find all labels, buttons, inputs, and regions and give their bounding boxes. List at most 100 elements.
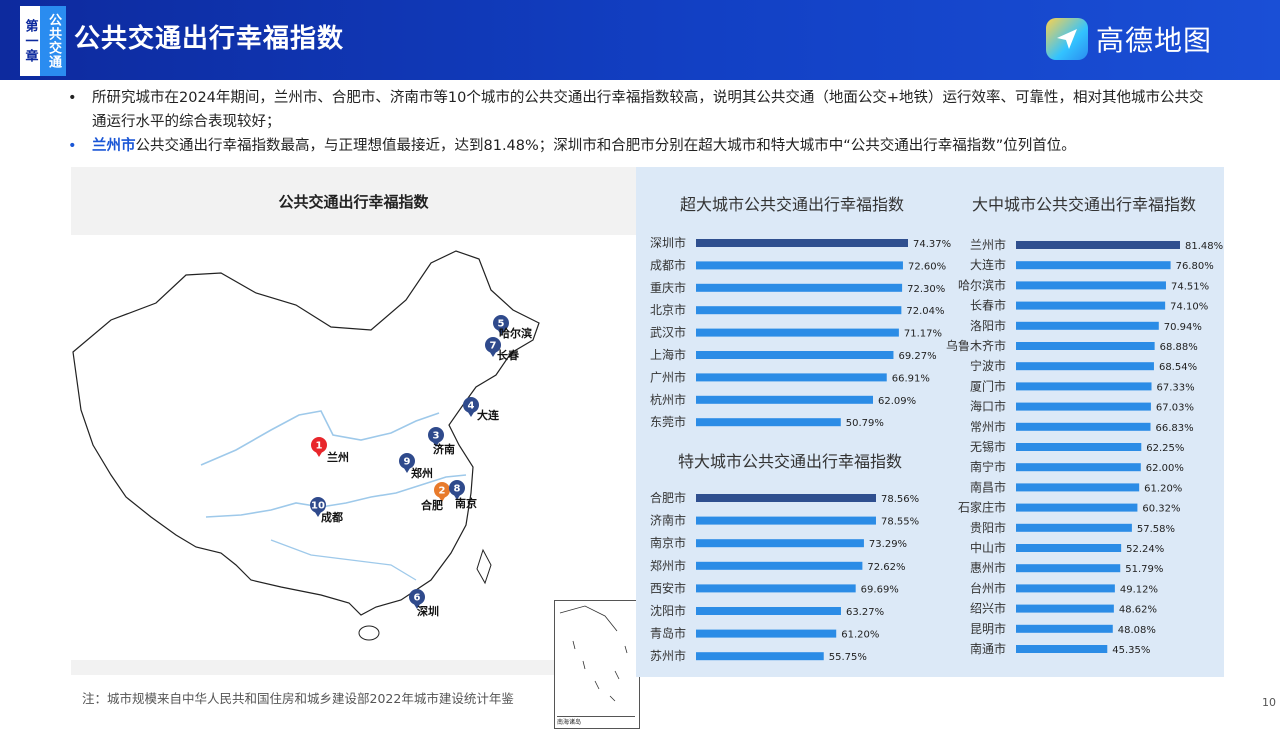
data-label: 78.55% <box>881 517 919 528</box>
data-label: 69.27% <box>898 351 936 362</box>
category-label: 杭州市 <box>650 392 686 407</box>
bar <box>696 629 837 638</box>
bar <box>1016 483 1140 492</box>
bar <box>1016 503 1138 512</box>
map-pin-icon <box>463 397 479 413</box>
bar <box>1016 321 1159 330</box>
map-panel: 公共交通出行幸福指数 1 兰州 2 合肥 3 济南 4 大连 5 哈尔滨 6 深圳 7 长春 8 南京 9 郑州 1… <box>71 167 640 729</box>
south-china-sea-inset: 南海诸岛 <box>554 600 640 729</box>
map-pin-3: 3济南 <box>428 427 455 456</box>
bar <box>696 584 856 593</box>
bar <box>1016 604 1114 613</box>
bar <box>1016 261 1171 270</box>
bar <box>1016 281 1166 290</box>
data-label: 67.03% <box>1156 403 1194 414</box>
map-pin-icon <box>428 427 444 443</box>
bar <box>696 239 908 247</box>
pin-city-label: 大连 <box>477 408 500 422</box>
bar <box>1016 301 1166 310</box>
map-title: 公共交通出行幸福指数 <box>71 167 636 235</box>
category-label: 郑州市 <box>650 558 686 573</box>
data-label: 72.62% <box>867 562 905 573</box>
map-pin-icon <box>434 482 450 498</box>
island-taiwan <box>476 548 492 585</box>
data-label: 63.27% <box>846 607 884 618</box>
chart-title-midcity: 大中城市公共交通出行幸福指数 <box>972 195 1197 214</box>
chart-title-megacity: 超大城市公共交通出行幸福指数 <box>680 195 905 214</box>
bar <box>696 283 903 292</box>
bullet-item-1: • 所研究城市在2024年期间，兰州市、合肥市、济南市等10个城市的公共交通出行… <box>66 86 1216 134</box>
pin-rank: 10 <box>311 501 325 512</box>
bar <box>696 395 873 404</box>
navigation-arrow-icon <box>1046 18 1088 60</box>
bar <box>1016 422 1151 431</box>
chapter-topic: 公共交通 <box>40 6 66 76</box>
pin-city-label: 长春 <box>497 348 520 362</box>
category-label: 中山市 <box>970 540 1006 555</box>
data-label: 74.10% <box>1170 302 1208 313</box>
category-label: 济南市 <box>650 513 686 528</box>
category-label: 深圳市 <box>650 235 686 250</box>
category-label: 广州市 <box>650 369 686 384</box>
pin-city-label: 合肥 <box>421 498 443 512</box>
bullet-dot: • <box>68 138 77 154</box>
brand-logo: 高德地图 <box>1046 18 1212 60</box>
map-pin-icon <box>399 453 415 469</box>
category-label: 洛阳市 <box>970 318 1006 333</box>
data-label: 67.33% <box>1157 382 1195 393</box>
map-pin-4: 4大连 <box>463 397 500 422</box>
category-label: 合肥市 <box>650 490 686 505</box>
chapter-label: 第一章 <box>20 6 40 76</box>
river <box>270 539 417 581</box>
bar <box>696 418 841 427</box>
bar <box>696 561 863 570</box>
bar <box>1016 382 1152 391</box>
yellow-river <box>200 410 440 466</box>
map-pin-icon <box>409 589 425 605</box>
header-banner: 第一章 公共交通 公共交通出行幸福指数 高德地图 <box>0 0 1280 80</box>
category-label: 上海市 <box>650 347 686 362</box>
data-label: 74.51% <box>1171 281 1209 292</box>
pin-city-label: 郑州 <box>411 466 433 480</box>
map-pin-icon <box>311 437 327 453</box>
category-label: 台州市 <box>970 580 1006 595</box>
summary-bullets: • 所研究城市在2024年期间，兰州市、合肥市、济南市等10个城市的公共交通出行… <box>66 86 1216 158</box>
bar <box>1016 362 1154 371</box>
data-label: 62.09% <box>878 396 916 407</box>
pin-city-label: 济南 <box>433 442 455 456</box>
bullet-text: 所研究城市在2024年期间，兰州市、合肥市、济南市等10个城市的公共交通出行幸福… <box>92 90 1204 130</box>
bar <box>696 373 887 382</box>
pin-rank: 2 <box>439 486 446 497</box>
category-label: 石家庄市 <box>958 500 1006 515</box>
bullet-text: 公共交通出行幸福指数最高，与正理想值最接近，达到81.48%；深圳市和合肥市分别… <box>135 138 1076 154</box>
bar <box>1016 342 1155 350</box>
data-label: 60.32% <box>1142 504 1180 515</box>
category-label: 惠州市 <box>970 560 1006 575</box>
inset-caption: 南海诸岛 <box>557 716 635 726</box>
data-label: 69.69% <box>861 584 899 595</box>
data-label: 71.17% <box>904 329 942 340</box>
data-label: 72.30% <box>907 284 945 295</box>
bar <box>1016 624 1113 633</box>
bar <box>1016 523 1132 532</box>
map-pin-7: 7长春 <box>485 337 520 362</box>
pin-city-label: 深圳 <box>417 604 439 618</box>
map-pin-icon <box>449 480 465 496</box>
data-label: 73.29% <box>869 539 907 550</box>
data-label: 66.83% <box>1156 423 1194 434</box>
bullet-dot: • <box>68 90 77 106</box>
pin-rank: 7 <box>490 341 497 352</box>
category-label: 绍兴市 <box>970 601 1006 616</box>
footnote: 注：城市规模来自中华人民共和国住房和城乡建设部2022年城市建设统计年鉴 <box>82 691 514 706</box>
category-label: 南通市 <box>970 641 1006 656</box>
map-pin-9: 9郑州 <box>399 453 433 480</box>
data-label: 62.25% <box>1146 443 1184 454</box>
data-label: 52.24% <box>1126 544 1164 555</box>
bar <box>1016 564 1121 573</box>
chart-title-supercity: 特大城市公共交通出行幸福指数 <box>678 452 903 471</box>
data-label: 48.08% <box>1118 625 1156 636</box>
category-label: 兰州市 <box>970 237 1006 252</box>
